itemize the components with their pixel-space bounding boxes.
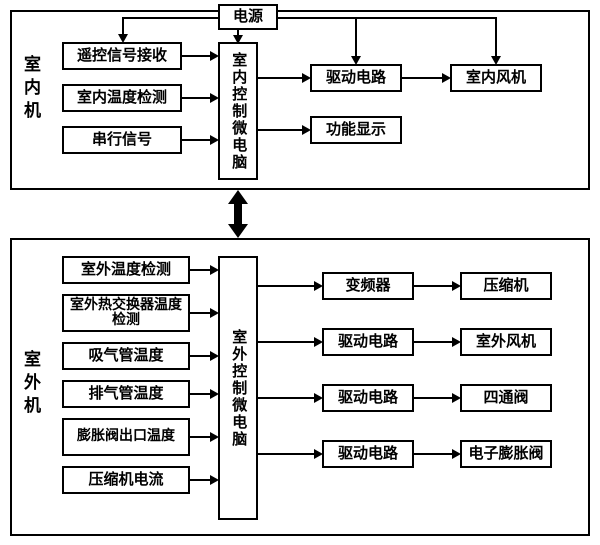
line <box>258 341 316 343</box>
indoor-temp-box: 室内温度检测 <box>62 84 182 112</box>
indoor-serial-box: 串行信号 <box>62 126 182 154</box>
indoor-display-box: 功能显示 <box>310 116 402 144</box>
fourway-text: 四通阀 <box>483 390 528 407</box>
outdoor-unit-label: 室外机 <box>18 350 43 419</box>
out-drive2-box: 驱动电路 <box>322 384 414 412</box>
out-fan-text: 室外风机 <box>476 334 536 351</box>
arrow <box>210 475 219 485</box>
arrow <box>210 389 219 399</box>
arrow <box>314 449 323 459</box>
out-drive1-text: 驱动电路 <box>338 334 398 351</box>
out-temp-box: 室外温度检测 <box>62 256 190 284</box>
outdoor-cpu-text: 室外控制微电脑 <box>230 329 247 448</box>
connector-bar <box>234 202 242 226</box>
out-drive1-box: 驱动电路 <box>322 328 414 356</box>
out-discharge-text: 排气管温度 <box>88 386 163 403</box>
exv-box: 电子膨胀阀 <box>460 440 552 468</box>
line <box>258 453 316 455</box>
inverter-box: 变频器 <box>322 272 414 300</box>
arrow <box>210 51 219 61</box>
line <box>278 17 496 19</box>
arrow <box>302 73 311 83</box>
power-text: 电源 <box>233 9 263 26</box>
line <box>182 97 212 99</box>
inverter-text: 变频器 <box>345 278 390 295</box>
out-hx-text: 室外热交换器温度检测 <box>64 298 188 329</box>
out-drive3-text: 驱动电路 <box>338 446 398 463</box>
indoor-drive-box: 驱动电路 <box>310 64 402 92</box>
arrow <box>210 351 219 361</box>
connector-arrow-down <box>228 224 248 238</box>
line <box>258 285 316 287</box>
out-drive2-text: 驱动电路 <box>338 390 398 407</box>
arrow <box>491 56 501 65</box>
indoor-serial-text: 串行信号 <box>92 132 152 149</box>
arrow <box>452 449 461 459</box>
arrow <box>314 337 323 347</box>
line <box>414 341 454 343</box>
indoor-fan-box: 室内风机 <box>450 64 542 92</box>
line <box>190 393 212 395</box>
fourway-box: 四通阀 <box>460 384 552 412</box>
out-suction-text: 吸气管温度 <box>88 348 163 365</box>
line <box>258 397 316 399</box>
out-drive3-box: 驱动电路 <box>322 440 414 468</box>
arrow <box>210 135 219 145</box>
indoor-unit-label: 室内机 <box>18 55 43 124</box>
line <box>182 139 212 141</box>
line <box>258 77 304 79</box>
line <box>190 436 212 438</box>
arrow <box>452 281 461 291</box>
out-fan-box: 室外风机 <box>460 328 552 356</box>
line <box>355 17 357 59</box>
out-temp-text: 室外温度检测 <box>81 262 171 279</box>
arrow <box>118 34 128 43</box>
line <box>414 397 454 399</box>
line <box>190 269 212 271</box>
indoor-temp-text: 室内温度检测 <box>77 90 167 107</box>
line <box>190 312 212 314</box>
line <box>182 55 212 57</box>
out-suction-box: 吸气管温度 <box>62 342 190 370</box>
arrow <box>314 393 323 403</box>
indoor-remote-box: 遥控信号接收 <box>62 42 182 70</box>
exv-text: 电子膨胀阀 <box>468 446 543 463</box>
out-exvout-text: 膨胀阀出口温度 <box>77 429 175 444</box>
outdoor-cpu-box: 室外控制微电脑 <box>218 256 258 520</box>
arrow <box>314 281 323 291</box>
arrow <box>233 35 243 44</box>
arrow <box>302 125 311 135</box>
out-current-box: 压缩机电流 <box>62 466 190 494</box>
indoor-cpu-text: 室内控制微电脑 <box>230 52 247 171</box>
indoor-display-text: 功能显示 <box>326 122 386 139</box>
indoor-cpu-box: 室内控制微电脑 <box>218 42 258 180</box>
line <box>190 479 212 481</box>
arrow <box>210 308 219 318</box>
diagram-canvas: 室内机 电源 室内控制微电脑 遥控信号接收 室内温度检测 串行信号 驱动电路 室… <box>0 0 600 545</box>
arrow <box>452 393 461 403</box>
indoor-fan-text: 室内风机 <box>466 70 526 87</box>
power-box: 电源 <box>218 4 278 30</box>
out-discharge-box: 排气管温度 <box>62 380 190 408</box>
out-hx-box: 室外热交换器温度检测 <box>62 294 190 332</box>
arrow <box>351 56 361 65</box>
compressor-box: 压缩机 <box>460 272 552 300</box>
arrow <box>210 265 219 275</box>
arrow <box>210 93 219 103</box>
line <box>258 129 304 131</box>
line <box>190 355 212 357</box>
arrow <box>452 337 461 347</box>
out-current-text: 压缩机电流 <box>88 472 163 489</box>
arrow <box>210 432 219 442</box>
line <box>402 77 444 79</box>
indoor-remote-text: 遥控信号接收 <box>77 48 167 65</box>
line <box>122 17 218 19</box>
compressor-text: 压缩机 <box>483 278 528 295</box>
indoor-drive-text: 驱动电路 <box>326 70 386 87</box>
line <box>414 285 454 287</box>
line <box>495 17 497 59</box>
line <box>414 453 454 455</box>
out-exvout-box: 膨胀阀出口温度 <box>62 418 190 456</box>
arrow <box>442 73 451 83</box>
